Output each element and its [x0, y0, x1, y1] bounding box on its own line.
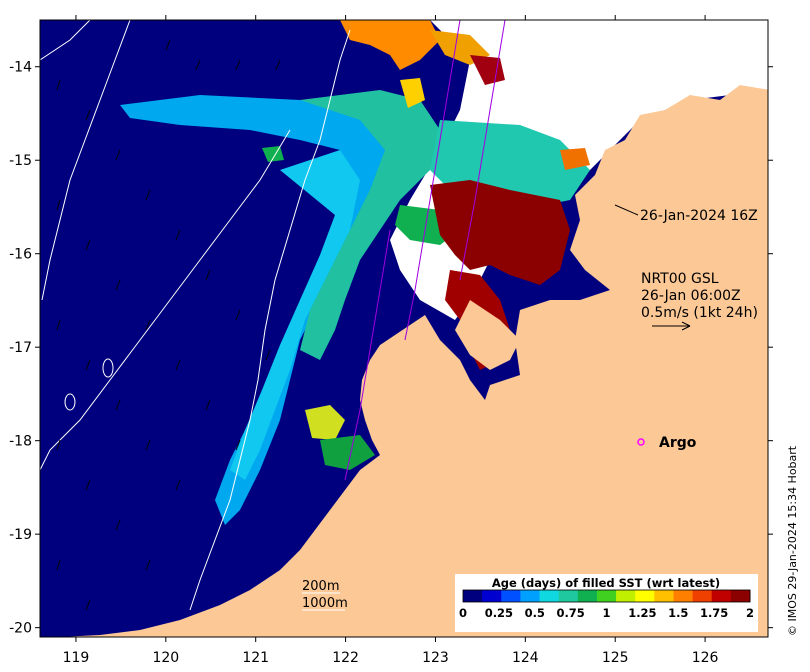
- sst-data-orange-east: [560, 148, 590, 170]
- land-peninsula: [455, 300, 520, 370]
- sst-data-coastal-green: [320, 435, 375, 470]
- colorbar-swatch: [501, 590, 521, 602]
- colorbar-swatch: [577, 590, 598, 602]
- colorbar-swatch: [616, 590, 636, 602]
- map-layers: [40, 20, 768, 637]
- colorbar-swatch: [558, 590, 579, 602]
- contour-north-line: [40, 20, 91, 61]
- sst-data-yellow-north: [400, 78, 425, 108]
- longitude-axis: 119 120 121 122 123 124 125 126: [63, 15, 719, 666]
- lon-tick-label: 123: [422, 650, 449, 666]
- satellite-track-1: [404, 20, 461, 341]
- colorbar-title: Age (days) of filled SST (wrt latest): [492, 576, 720, 590]
- colorbar-tick-label: 0.25: [485, 606, 513, 620]
- colorbar-ticks: 0 0.25 0.5 0.75 1 1.25 1.5 1.75 2: [459, 606, 754, 620]
- satellite-track-2: [459, 20, 506, 281]
- lat-tick-label: -19: [9, 527, 32, 543]
- colorbar-swatches: [462, 589, 751, 603]
- sst-data-coastal-yellow: [305, 405, 345, 440]
- colorbar-tick-label: 0.5: [525, 606, 545, 620]
- satellite-track-3: [344, 229, 391, 481]
- credit-text: © IMOS 29-Jan-2024 15:34 Hobart: [786, 445, 799, 636]
- lat-tick-label: -20: [9, 621, 32, 637]
- colorbar-tick-label: 1.75: [700, 606, 728, 620]
- colorbar-tick-label: 1.25: [628, 606, 656, 620]
- sst-data-red-north: [470, 55, 505, 85]
- current-vectors: [56, 39, 281, 611]
- lat-tick-label: -18: [9, 434, 32, 450]
- colorbar-swatch: [596, 590, 617, 602]
- model-label-1: NRT00 GSL: [641, 271, 719, 287]
- plot-frame: [39, 19, 769, 638]
- contour-seamount-2: [64, 393, 76, 411]
- contour-1000m-line: [41, 20, 131, 301]
- track-leader-line: [614, 204, 639, 216]
- colorbar-swatch: [539, 590, 560, 602]
- colorbar-swatch: [463, 590, 483, 602]
- colorbar-tick-label: 0: [459, 606, 467, 620]
- contour-deep-line: [40, 129, 291, 471]
- latitude-axis: -14 -15 -16 -17 -18 -19 -20: [9, 60, 773, 637]
- colorbar-swatch: [692, 590, 713, 602]
- lat-tick-label: -14: [9, 60, 32, 76]
- contour-1000-label: 1000m: [302, 596, 348, 611]
- lon-tick-label: 125: [602, 650, 629, 666]
- model-label-2: 26-Jan 06:00Z: [641, 288, 741, 304]
- model-label-3: 0.5m/s (1kt 24h): [641, 305, 758, 321]
- lon-tick-label: 121: [242, 650, 269, 666]
- sst-data-darkred: [430, 180, 570, 285]
- colorbar-background: [455, 574, 758, 632]
- colorbar-swatch: [635, 590, 655, 602]
- sst-data-teal: [300, 90, 440, 360]
- colorbar-tick-label: 1: [602, 606, 610, 620]
- colorbar-swatch: [711, 590, 732, 602]
- contour-200-label: 200m: [302, 579, 339, 594]
- lat-tick-label: -16: [9, 247, 32, 263]
- colorbar-swatch: [520, 590, 541, 602]
- lat-tick-label: -15: [9, 153, 32, 169]
- colorbar-tick-label: 1.5: [668, 606, 688, 620]
- track-time-label: 26-Jan-2024 16Z: [640, 208, 758, 224]
- contour-200m-line: [189, 29, 351, 611]
- lon-tick-label: 124: [512, 650, 539, 666]
- sst-data-lightblue: [230, 150, 360, 480]
- colorbar-border: [462, 589, 751, 603]
- colorbar-swatch: [673, 590, 694, 602]
- lon-tick-label: 122: [332, 650, 359, 666]
- land-mass: [40, 85, 768, 637]
- lon-tick-label: 119: [63, 650, 90, 666]
- lon-tick-label: 126: [692, 650, 719, 666]
- colorbar-swatch: [654, 590, 674, 602]
- colorbar-swatch: [730, 590, 751, 602]
- argo-marker: [637, 438, 645, 446]
- colorbar-tick-label: 0.75: [556, 606, 584, 620]
- lon-tick-label: 120: [152, 650, 179, 666]
- sst-data-orange-north: [340, 20, 440, 70]
- colorbar-tick-label: 2: [746, 606, 754, 620]
- contour-seamount-1: [102, 358, 114, 378]
- lat-tick-label: -17: [9, 340, 32, 356]
- colorbar-swatch: [482, 590, 502, 602]
- argo-label: Argo: [659, 435, 697, 451]
- scale-arrowhead: [681, 321, 691, 331]
